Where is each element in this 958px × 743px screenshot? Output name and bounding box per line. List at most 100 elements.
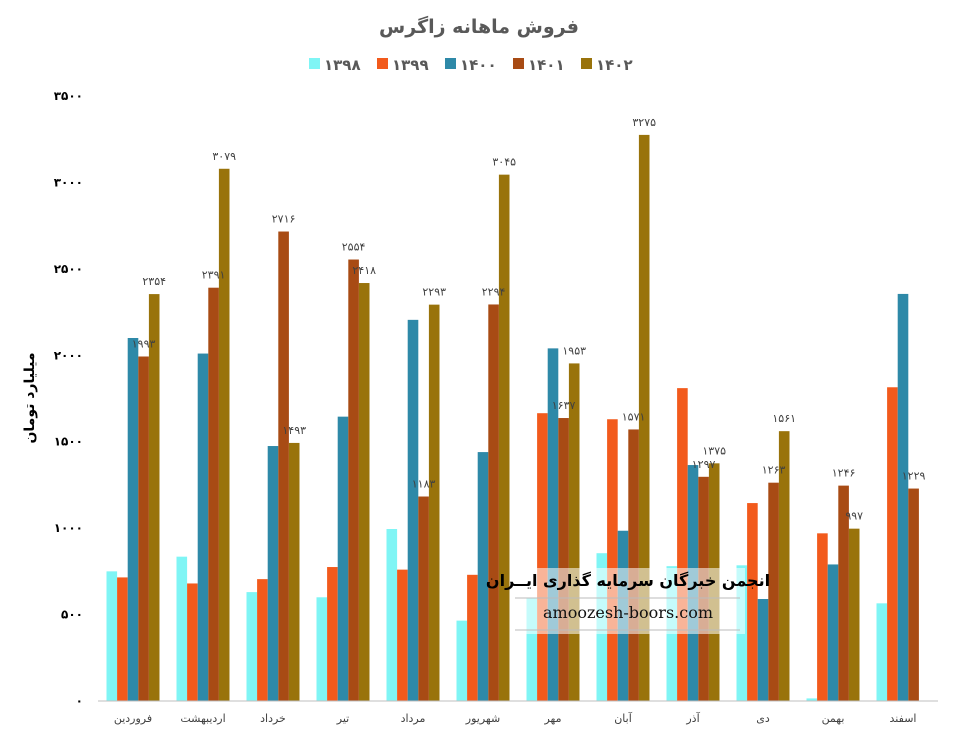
data-labels: ۱۹۹۳ ۲۳۵۴ ۲۳۹۱ ۳۰۷۹ ۲۷۱۶ ۱۴۹۳ ۲۵۵۴ ۲۴۱۸ ۱۱۸۳ ۲۲۹۳… xyxy=(132,116,926,523)
bar xyxy=(337,416,349,701)
legend-label: ۱۴۰۲ xyxy=(596,56,633,74)
y-tick-label: ۱۵۰۰ xyxy=(54,435,83,449)
legend-label: ۱۴۰۱ xyxy=(528,56,565,74)
x-tick-label: دی xyxy=(756,712,770,725)
data-label: ۱۲۲۹ xyxy=(902,470,926,483)
data-label: ۱۲۹۷ xyxy=(692,458,716,471)
bar xyxy=(838,485,849,701)
data-label: ۱۶۳۷ xyxy=(552,399,576,412)
bar xyxy=(607,419,618,701)
bar xyxy=(316,597,328,701)
bar xyxy=(327,567,338,701)
data-label: ۹۹۷ xyxy=(845,510,863,523)
y-tick-label: ۳۰۰۰ xyxy=(54,175,83,189)
x-tick-label: تیر xyxy=(336,712,349,725)
bar xyxy=(547,348,559,701)
x-tick-label: مهر xyxy=(543,712,561,725)
data-label: ۲۲۹۳ xyxy=(422,286,446,299)
bar xyxy=(218,168,230,702)
data-label: ۲۳۹۱ xyxy=(202,269,226,282)
x-tick-label: مرداد xyxy=(401,712,426,725)
bar xyxy=(568,363,580,701)
data-label: ۲۵۵۴ xyxy=(342,241,366,254)
bar xyxy=(176,556,188,701)
bar xyxy=(897,293,909,701)
legend: ۱۳۹۸ ۱۳۹۹ ۱۴۰۰ ۱۴۰۱ ۱۴۰۲ xyxy=(309,56,633,74)
bar xyxy=(537,413,548,701)
bar xyxy=(768,482,779,701)
y-tick-label: ۰ xyxy=(76,694,83,708)
bar xyxy=(498,174,510,701)
watermark: انجمن خبرگان سرمایه گذاری ایــران amooze… xyxy=(486,568,770,634)
bar xyxy=(778,431,790,701)
x-tick-label: آبان xyxy=(614,711,632,725)
bar xyxy=(908,488,919,701)
bar xyxy=(876,603,888,701)
data-label: ۱۵۶۱ xyxy=(772,412,796,425)
legend-swatch xyxy=(445,58,456,69)
data-label: ۱۴۹۳ xyxy=(282,424,306,437)
bar xyxy=(418,496,429,701)
data-label: ۱۱۸۳ xyxy=(412,478,436,491)
bar xyxy=(817,533,828,701)
x-tick-label: اسفند xyxy=(890,712,917,725)
bar xyxy=(127,338,139,701)
watermark-backdrop xyxy=(515,568,745,634)
bar xyxy=(747,503,758,701)
bar xyxy=(358,283,370,701)
y-tick-label: ۱۰۰۰ xyxy=(54,521,83,535)
data-label: ۲۷۱۶ xyxy=(272,213,296,226)
bar xyxy=(428,304,440,701)
legend-label: ۱۳۹۸ xyxy=(324,56,361,74)
legend-label: ۱۳۹۹ xyxy=(392,56,429,74)
data-label: ۲۴۱۸ xyxy=(352,264,376,277)
bar xyxy=(148,294,160,701)
bar xyxy=(757,599,769,701)
x-tick-label: فروردین xyxy=(114,712,152,725)
bar xyxy=(488,304,499,701)
y-axis: ۰ ۵۰۰ ۱۰۰۰ ۱۵۰۰ ۲۰۰۰ ۲۵۰۰ ۳۰۰۰ ۳۵۰۰ xyxy=(54,89,83,708)
bar xyxy=(526,598,538,701)
x-axis: فروردین اردیبهشت خرداد تیر مرداد شهریور مهر آبا… xyxy=(98,700,938,725)
bar xyxy=(848,528,860,701)
bar xyxy=(638,134,650,702)
bar xyxy=(348,259,359,701)
y-tick-label: ۳۵۰۰ xyxy=(54,89,83,103)
x-tick-label: بهمن xyxy=(822,712,845,725)
bar xyxy=(197,353,209,701)
data-label: ۲۲۹۴ xyxy=(482,285,506,298)
bar xyxy=(187,583,198,701)
data-label: ۳۰۷۹ xyxy=(212,150,236,163)
legend-swatch xyxy=(309,58,320,69)
x-tick-label: شهریور xyxy=(465,712,500,725)
bar xyxy=(477,452,489,701)
data-label: ۱۲۴۶ xyxy=(832,467,856,480)
bar xyxy=(278,231,289,701)
data-label: ۱۵۷۱ xyxy=(622,410,646,423)
bar xyxy=(246,592,258,701)
data-label: ۲۳۵۴ xyxy=(142,275,166,288)
data-label: ۱۹۵۳ xyxy=(562,344,586,357)
legend-swatch xyxy=(377,58,388,69)
legend-swatch xyxy=(513,58,524,69)
y-tick-label: ۵۰۰ xyxy=(61,608,83,622)
bar xyxy=(628,429,639,701)
data-label: ۳۲۷۵ xyxy=(632,116,656,129)
bar xyxy=(407,319,419,701)
bar xyxy=(806,698,818,701)
x-tick-label: خرداد xyxy=(260,712,286,725)
bar xyxy=(138,356,149,701)
bar xyxy=(117,577,128,701)
y-tick-label: ۲۰۰۰ xyxy=(54,348,83,362)
bar xyxy=(456,620,468,701)
bar xyxy=(288,442,300,701)
watermark-title: انجمن خبرگان سرمایه گذاری ایــران xyxy=(486,571,770,590)
bar xyxy=(887,387,898,701)
chart-title: فروش ماهانه زاگرس xyxy=(379,15,579,38)
data-label: ۱۳۷۵ xyxy=(702,444,726,457)
y-tick-label: ۲۵۰۰ xyxy=(54,262,83,276)
bar xyxy=(558,418,569,701)
bar xyxy=(827,564,839,701)
bar xyxy=(386,529,398,701)
